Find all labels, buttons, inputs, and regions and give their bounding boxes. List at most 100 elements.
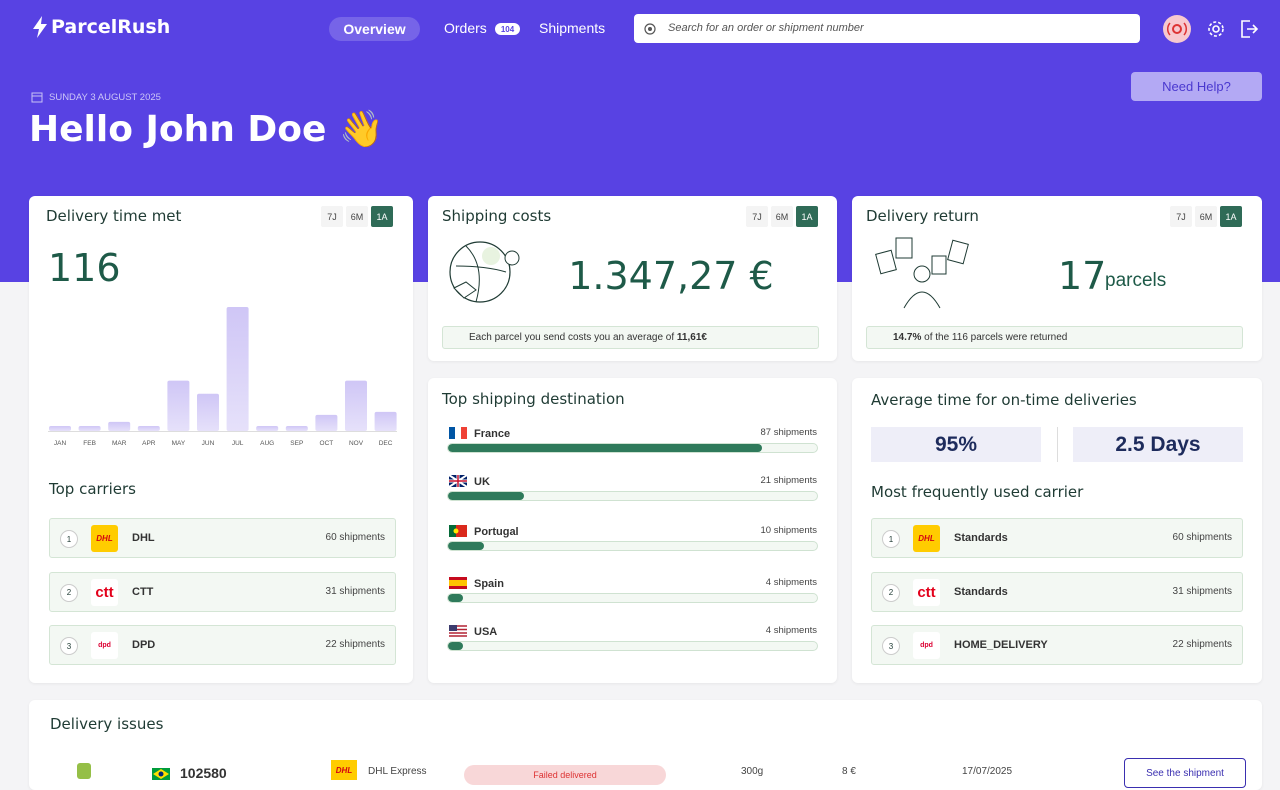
x-tick-label: APR	[142, 440, 156, 447]
help-button[interactable]: Need Help?	[1131, 72, 1262, 101]
shipment-count: 22 shipments	[1172, 639, 1232, 650]
carrier-logo: dpd	[91, 632, 118, 659]
bar	[49, 425, 71, 431]
shipment-count: 10 shipments	[760, 525, 817, 536]
country-name: USA	[474, 626, 498, 638]
period-button[interactable]: 1A	[796, 206, 818, 227]
divider	[1057, 427, 1058, 462]
flag	[449, 475, 467, 487]
period-button[interactable]: 7J	[746, 206, 768, 227]
bar	[374, 411, 397, 431]
monthly-chart: JAN FEB MAR APR MAY JUN JUL AUG SEP OCT NOV DEC	[48, 307, 397, 447]
period-button[interactable]: 6M	[1195, 206, 1217, 227]
period-button[interactable]: 6M	[771, 206, 793, 227]
period-button[interactable]: 1A	[371, 206, 393, 227]
tab-overview[interactable]: Overview	[329, 17, 420, 41]
bar	[108, 421, 131, 431]
progress-bar	[448, 492, 524, 500]
x-tick-label: MAR	[112, 440, 127, 447]
card-title: Delivery issues	[50, 715, 164, 733]
card-title: Average time for on-time deliveries	[871, 391, 1137, 409]
x-tick-label: AUG	[260, 440, 274, 447]
shipment-count: 60 shipments	[325, 532, 385, 543]
card-title: Delivery time met	[46, 207, 182, 225]
carrier-name: CTT	[132, 585, 154, 598]
country-name: Portugal	[474, 526, 519, 538]
x-tick-label: JAN	[54, 440, 67, 447]
rank: 1	[882, 530, 900, 548]
rank: 2	[882, 583, 900, 602]
carrier-name: DPD	[132, 639, 156, 651]
order-number: 102580	[180, 765, 227, 781]
calendar-icon	[31, 92, 43, 103]
x-tick-label: DEC	[379, 440, 393, 447]
search-box[interactable]: Search for an order or shipment number	[634, 14, 1140, 43]
see-shipment-button[interactable]: See the shipment	[1124, 758, 1246, 788]
carrier-logo: DHL	[913, 525, 940, 552]
note: Each parcel you send costs you an averag…	[442, 326, 819, 349]
carrier-row: 2 ctt CTT 31 shipments	[49, 571, 396, 612]
rank: 1	[60, 530, 78, 548]
period-button[interactable]: 1A	[1220, 206, 1242, 227]
flag	[449, 577, 467, 589]
x-tick-label: JUN	[202, 440, 215, 447]
price: 8 €	[842, 766, 856, 777]
rank: 3	[882, 637, 900, 655]
bar	[226, 307, 249, 431]
greeting: Hello John Doe 👋	[29, 109, 384, 150]
delivery-time-card: Delivery time met 116 JAN FEB MAR APR MAY JUN…	[29, 196, 413, 683]
note-text: Each parcel you send costs you an averag…	[469, 332, 677, 343]
country-name: France	[474, 428, 511, 440]
big-value: 17	[1058, 254, 1107, 298]
period-toggle: 7J 6M 1A	[1170, 206, 1242, 227]
carrier-row: 1 DHL DHL 60 shipments	[49, 518, 396, 558]
progress-bar	[448, 642, 463, 650]
period-toggle: 7J 6M 1A	[321, 206, 393, 227]
bar	[315, 414, 338, 431]
globe-illustration	[449, 241, 520, 303]
bar	[256, 425, 279, 431]
search-placeholder: Search for an order or shipment number	[668, 22, 864, 34]
carrier-name: DHL Express	[368, 766, 427, 777]
card-title: Top shipping destination	[442, 390, 625, 408]
x-tick-label: OCT	[320, 440, 334, 447]
shipment-count: 21 shipments	[760, 475, 817, 486]
logout-icon[interactable]	[1239, 19, 1259, 39]
rate-box: 95%	[871, 427, 1041, 462]
note-value: 11,61€	[676, 332, 707, 343]
note-text: of the 116 parcels were returned	[921, 332, 1068, 343]
flag	[449, 427, 467, 439]
note: 14.7% of the 116 parcels were returned	[866, 326, 1243, 349]
return-illustration	[875, 237, 969, 309]
carrier-row: 2 ctt Standards 31 shipments	[871, 571, 1243, 612]
carrier-logo: ctt	[913, 578, 940, 606]
bar	[345, 380, 367, 431]
value-unit: parcels	[1105, 270, 1167, 291]
delivery-issues-card: Delivery issues 102580 DHL DHL Express Fail…	[29, 700, 1262, 790]
settings-icon[interactable]	[1206, 19, 1226, 39]
x-tick-label: JUL	[232, 440, 244, 447]
carrier-name: Standards	[954, 532, 1008, 544]
x-tick-label: FEB	[83, 440, 96, 447]
shipping-costs-card: Shipping costs 1.347,27 € Each parcel yo…	[428, 196, 837, 361]
rank: 3	[60, 637, 78, 655]
date: SUNDAY 3 AUGUST 2025	[49, 92, 161, 103]
carrier-logo: DHL	[331, 760, 357, 780]
period-button[interactable]: 7J	[1170, 206, 1192, 227]
tab-orders[interactable]: Orders	[444, 20, 487, 36]
period-button[interactable]: 6M	[346, 206, 368, 227]
big-value: 1.347,27 €	[568, 254, 774, 298]
tab-shipments[interactable]: Shipments	[539, 20, 606, 36]
shipment-count: 31 shipments	[1172, 585, 1232, 597]
progress-track	[447, 541, 818, 551]
delivery-return-card: Delivery return 17 parcels 14.7% of the …	[852, 196, 1262, 361]
brand-icon	[33, 16, 47, 38]
carrier-logo: DHL	[91, 525, 118, 552]
period-button[interactable]: 7J	[321, 206, 343, 227]
orders-badge: 104	[495, 23, 520, 35]
avatar[interactable]	[1162, 14, 1192, 44]
bar	[78, 425, 101, 431]
average-time-card: Average time for on-time deliveries 95% …	[852, 378, 1262, 683]
status-pill: Failed delivered	[464, 765, 666, 785]
destinations-card: Top shipping destination France 87 shipme…	[428, 378, 837, 683]
